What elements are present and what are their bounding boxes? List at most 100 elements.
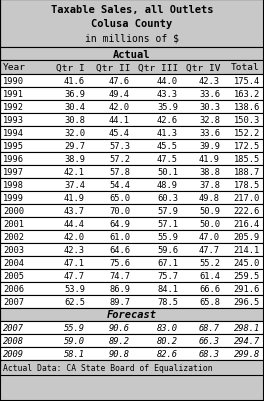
Text: 39.9: 39.9 [199,142,220,151]
Bar [0,75,264,88]
Bar [0,334,264,347]
Text: Forecast: Forecast [107,310,157,320]
Text: 50.9: 50.9 [199,207,220,215]
Text: 47.5: 47.5 [157,155,178,164]
Text: 58.1: 58.1 [64,349,85,358]
Text: 216.4: 216.4 [234,219,260,229]
Text: 47.0: 47.0 [199,233,220,241]
Text: 1993: 1993 [3,116,24,125]
Text: 35.9: 35.9 [157,103,178,112]
Text: 67.1: 67.1 [157,258,178,267]
Bar [0,166,264,178]
Text: 84.1: 84.1 [157,284,178,293]
Text: 68.7: 68.7 [199,323,220,332]
Text: 38.9: 38.9 [64,155,85,164]
Text: 41.6: 41.6 [64,77,85,86]
Text: 150.3: 150.3 [234,116,260,125]
Text: 89.7: 89.7 [109,297,130,306]
Bar [0,140,264,153]
Text: 90.8: 90.8 [109,349,130,358]
Text: 62.5: 62.5 [64,297,85,306]
Text: 37.8: 37.8 [199,180,220,190]
Text: 54.4: 54.4 [109,180,130,190]
Text: 45.4: 45.4 [109,129,130,138]
Text: 138.6: 138.6 [234,103,260,112]
Text: 50.0: 50.0 [199,219,220,229]
Text: 42.6: 42.6 [157,116,178,125]
Text: 44.0: 44.0 [157,77,178,86]
Text: 2001: 2001 [3,219,24,229]
Text: Qtr IV: Qtr IV [186,63,220,72]
Text: 2008: 2008 [3,336,24,345]
Text: 45.5: 45.5 [157,142,178,151]
Text: 42.1: 42.1 [64,168,85,176]
Text: 44.4: 44.4 [64,219,85,229]
Text: Year: Year [3,63,26,72]
Text: 259.5: 259.5 [234,271,260,280]
Bar [0,243,264,256]
Text: 47.7: 47.7 [64,271,85,280]
Bar [0,205,264,217]
Text: 60.3: 60.3 [157,194,178,203]
Bar [0,347,264,360]
Bar [0,321,264,334]
Text: 33.6: 33.6 [199,90,220,99]
Text: Total: Total [231,63,260,72]
Text: Taxable Sales, all Outlets: Taxable Sales, all Outlets [51,4,213,14]
Text: 41.9: 41.9 [199,155,220,164]
Text: 43.7: 43.7 [64,207,85,215]
Text: 49.8: 49.8 [199,194,220,203]
Text: 296.5: 296.5 [234,297,260,306]
Text: 185.5: 185.5 [234,155,260,164]
Text: 48.9: 48.9 [157,180,178,190]
Text: 49.4: 49.4 [109,90,130,99]
Text: 57.8: 57.8 [109,168,130,176]
Text: 80.2: 80.2 [157,336,178,345]
Text: 83.0: 83.0 [157,323,178,332]
Text: 175.4: 175.4 [234,77,260,86]
Text: 57.1: 57.1 [157,219,178,229]
Text: 2009: 2009 [3,349,24,358]
Text: 36.9: 36.9 [64,90,85,99]
Text: 70.0: 70.0 [109,207,130,215]
Bar [0,282,264,295]
Text: 2007: 2007 [3,297,24,306]
Text: 205.9: 205.9 [234,233,260,241]
Text: 42.0: 42.0 [64,233,85,241]
Text: 188.7: 188.7 [234,168,260,176]
Text: 50.1: 50.1 [157,168,178,176]
Text: 64.9: 64.9 [109,219,130,229]
Text: 30.8: 30.8 [64,116,85,125]
Text: 178.5: 178.5 [234,180,260,190]
Text: 89.2: 89.2 [109,336,130,345]
Text: 222.6: 222.6 [234,207,260,215]
Text: 294.7: 294.7 [234,336,260,345]
Bar [0,269,264,282]
Bar [0,0,264,48]
Bar [0,61,264,75]
Text: 298.1: 298.1 [234,323,260,332]
Bar [0,127,264,140]
Text: 82.6: 82.6 [157,349,178,358]
Text: 299.8: 299.8 [234,349,260,358]
Text: 75.6: 75.6 [109,258,130,267]
Bar [0,231,264,243]
Text: 163.2: 163.2 [234,90,260,99]
Text: 33.6: 33.6 [199,129,220,138]
Bar [0,308,264,321]
Text: 42.0: 42.0 [109,103,130,112]
Text: 30.4: 30.4 [64,103,85,112]
Bar [0,256,264,269]
Text: Qtr I: Qtr I [56,63,85,72]
Text: 57.9: 57.9 [157,207,178,215]
Text: 1992: 1992 [3,103,24,112]
Text: 1998: 1998 [3,180,24,190]
Text: 37.4: 37.4 [64,180,85,190]
Text: Colusa County: Colusa County [91,19,173,29]
Text: 172.5: 172.5 [234,142,260,151]
Text: 1990: 1990 [3,77,24,86]
Text: 66.6: 66.6 [199,284,220,293]
Bar [0,217,264,231]
Bar [0,88,264,101]
Text: 1994: 1994 [3,129,24,138]
